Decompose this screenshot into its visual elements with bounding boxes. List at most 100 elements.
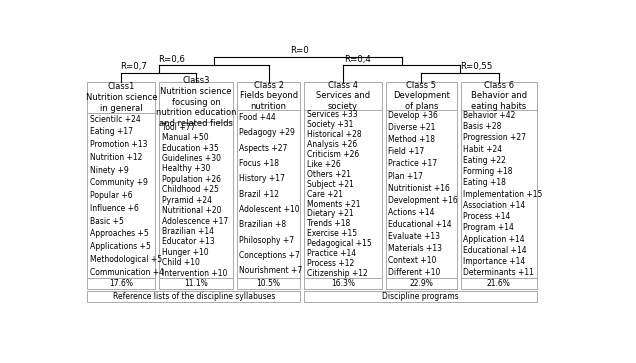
Text: Habit +24: Habit +24 (463, 144, 502, 154)
Text: Dietary +21: Dietary +21 (307, 209, 353, 219)
Text: Context +10: Context +10 (388, 256, 436, 265)
Text: Analysis +26: Analysis +26 (307, 140, 357, 149)
Text: Ninety +9: Ninety +9 (90, 166, 128, 175)
Text: Hunger +10: Hunger +10 (162, 248, 208, 257)
Text: Basis +28: Basis +28 (463, 122, 502, 131)
Text: Educational +14: Educational +14 (388, 220, 452, 229)
Text: Adolescence +17: Adolescence +17 (162, 217, 228, 225)
Text: Actions +14: Actions +14 (388, 208, 434, 217)
Text: Conceptions +7: Conceptions +7 (239, 251, 300, 260)
Text: Application +14: Application +14 (463, 234, 525, 244)
Text: Others +21: Others +21 (307, 170, 350, 179)
Text: R=0,6: R=0,6 (158, 54, 185, 64)
FancyBboxPatch shape (461, 82, 537, 278)
Text: Tool +77: Tool +77 (162, 123, 195, 132)
Text: Eating +18: Eating +18 (463, 178, 506, 187)
Text: Guidelines +30: Guidelines +30 (162, 154, 221, 163)
Text: Promotion +13: Promotion +13 (90, 140, 147, 149)
Text: Determinants +11: Determinants +11 (463, 268, 534, 277)
FancyBboxPatch shape (385, 278, 457, 289)
Text: Pedagogical +15: Pedagogical +15 (307, 239, 371, 248)
Text: Evaluate +13: Evaluate +13 (388, 232, 440, 241)
Text: 17.6%: 17.6% (109, 279, 134, 288)
Text: R=0,55: R=0,55 (460, 62, 492, 71)
Text: Educator +13: Educator +13 (162, 237, 214, 246)
Text: Services +33: Services +33 (307, 110, 357, 119)
Text: Eating +22: Eating +22 (463, 156, 506, 165)
Text: Progression +27: Progression +27 (463, 133, 526, 142)
Text: Scientilc +24: Scientilc +24 (90, 115, 141, 124)
Text: Develop +36: Develop +36 (388, 111, 438, 120)
Text: Class3
Nutrition science
focusing on
nutrition education
and related fields: Class3 Nutrition science focusing on nut… (156, 76, 237, 128)
FancyBboxPatch shape (160, 82, 233, 278)
Text: Field +17: Field +17 (388, 147, 424, 156)
Text: Aspects +27: Aspects +27 (239, 144, 287, 152)
Text: Healthy +30: Healthy +30 (162, 164, 210, 174)
Text: Trends +18: Trends +18 (307, 219, 350, 228)
FancyBboxPatch shape (237, 278, 300, 289)
Text: Importance +14: Importance +14 (463, 257, 525, 266)
Text: 22.9%: 22.9% (410, 279, 433, 288)
Text: 10.5%: 10.5% (256, 279, 280, 288)
FancyBboxPatch shape (160, 278, 233, 289)
Text: Nutritional +20: Nutritional +20 (162, 206, 221, 215)
Text: Class 2
Fields beyond
nutrition: Class 2 Fields beyond nutrition (240, 81, 298, 111)
Text: Brazilian +14: Brazilian +14 (162, 227, 214, 236)
Text: Popular +6: Popular +6 (90, 191, 132, 200)
Text: Influence +6: Influence +6 (90, 204, 139, 213)
Text: Discipline programs: Discipline programs (382, 291, 459, 301)
Text: Education +35: Education +35 (162, 144, 218, 153)
Text: Class1
Nutrition science
in general: Class1 Nutrition science in general (86, 82, 157, 113)
Text: R=0,4: R=0,4 (345, 54, 371, 64)
Text: Nourishment +7: Nourishment +7 (239, 266, 302, 275)
FancyBboxPatch shape (304, 291, 537, 302)
Text: Program +14: Program +14 (463, 223, 514, 232)
Text: History +17: History +17 (239, 174, 285, 183)
Text: Process +14: Process +14 (463, 212, 511, 221)
FancyBboxPatch shape (304, 278, 382, 289)
Text: Behavior +42: Behavior +42 (463, 111, 516, 120)
Text: R=0,7: R=0,7 (121, 62, 148, 71)
Text: Historical +28: Historical +28 (307, 130, 361, 139)
Text: Method +18: Method +18 (388, 135, 435, 144)
FancyBboxPatch shape (87, 82, 155, 278)
Text: Materials +13: Materials +13 (388, 244, 442, 253)
Text: Moments +21: Moments +21 (307, 200, 360, 208)
Text: Population +26: Population +26 (162, 175, 221, 184)
Text: Brazil +12: Brazil +12 (239, 189, 279, 199)
Text: Pedagogy +29: Pedagogy +29 (239, 128, 295, 137)
Text: Manual +50: Manual +50 (162, 133, 208, 142)
Text: Child +10: Child +10 (162, 258, 200, 267)
Text: Class 5
Development
of plans: Class 5 Development of plans (393, 81, 450, 111)
Text: 11.1%: 11.1% (184, 279, 208, 288)
FancyBboxPatch shape (461, 278, 537, 289)
FancyBboxPatch shape (304, 82, 382, 278)
Text: Implementation +15: Implementation +15 (463, 189, 543, 199)
FancyBboxPatch shape (87, 291, 300, 302)
Text: Forming +18: Forming +18 (463, 167, 513, 176)
Text: Community +9: Community +9 (90, 178, 148, 187)
Text: Adolescent +10: Adolescent +10 (239, 205, 300, 214)
Text: Care +21: Care +21 (307, 189, 343, 199)
Text: 16.3%: 16.3% (331, 279, 355, 288)
Text: Citizenship +12: Citizenship +12 (307, 269, 368, 278)
Text: Childhood +25: Childhood +25 (162, 185, 219, 194)
FancyBboxPatch shape (237, 82, 300, 278)
Text: R=0: R=0 (291, 46, 309, 55)
Text: Brazilian +8: Brazilian +8 (239, 220, 286, 229)
Text: Intervention +10: Intervention +10 (162, 269, 227, 278)
Text: Eating +17: Eating +17 (90, 127, 132, 136)
Text: Methodological +5: Methodological +5 (90, 255, 162, 264)
Text: Class 4
Services and
society: Class 4 Services and society (316, 81, 370, 111)
Text: Nutritionist +16: Nutritionist +16 (388, 184, 450, 193)
Text: 21.6%: 21.6% (487, 279, 511, 288)
Text: Criticism +26: Criticism +26 (307, 150, 359, 159)
Text: Class 6
Behavior and
eating habits: Class 6 Behavior and eating habits (471, 81, 527, 111)
Text: Nutrition +12: Nutrition +12 (90, 153, 142, 162)
Text: Basic +5: Basic +5 (90, 217, 123, 225)
Text: Different +10: Different +10 (388, 268, 440, 277)
Text: Educational +14: Educational +14 (463, 246, 527, 255)
FancyBboxPatch shape (87, 278, 155, 289)
Text: Subject +21: Subject +21 (307, 180, 354, 189)
Text: Practice +14: Practice +14 (307, 249, 356, 258)
